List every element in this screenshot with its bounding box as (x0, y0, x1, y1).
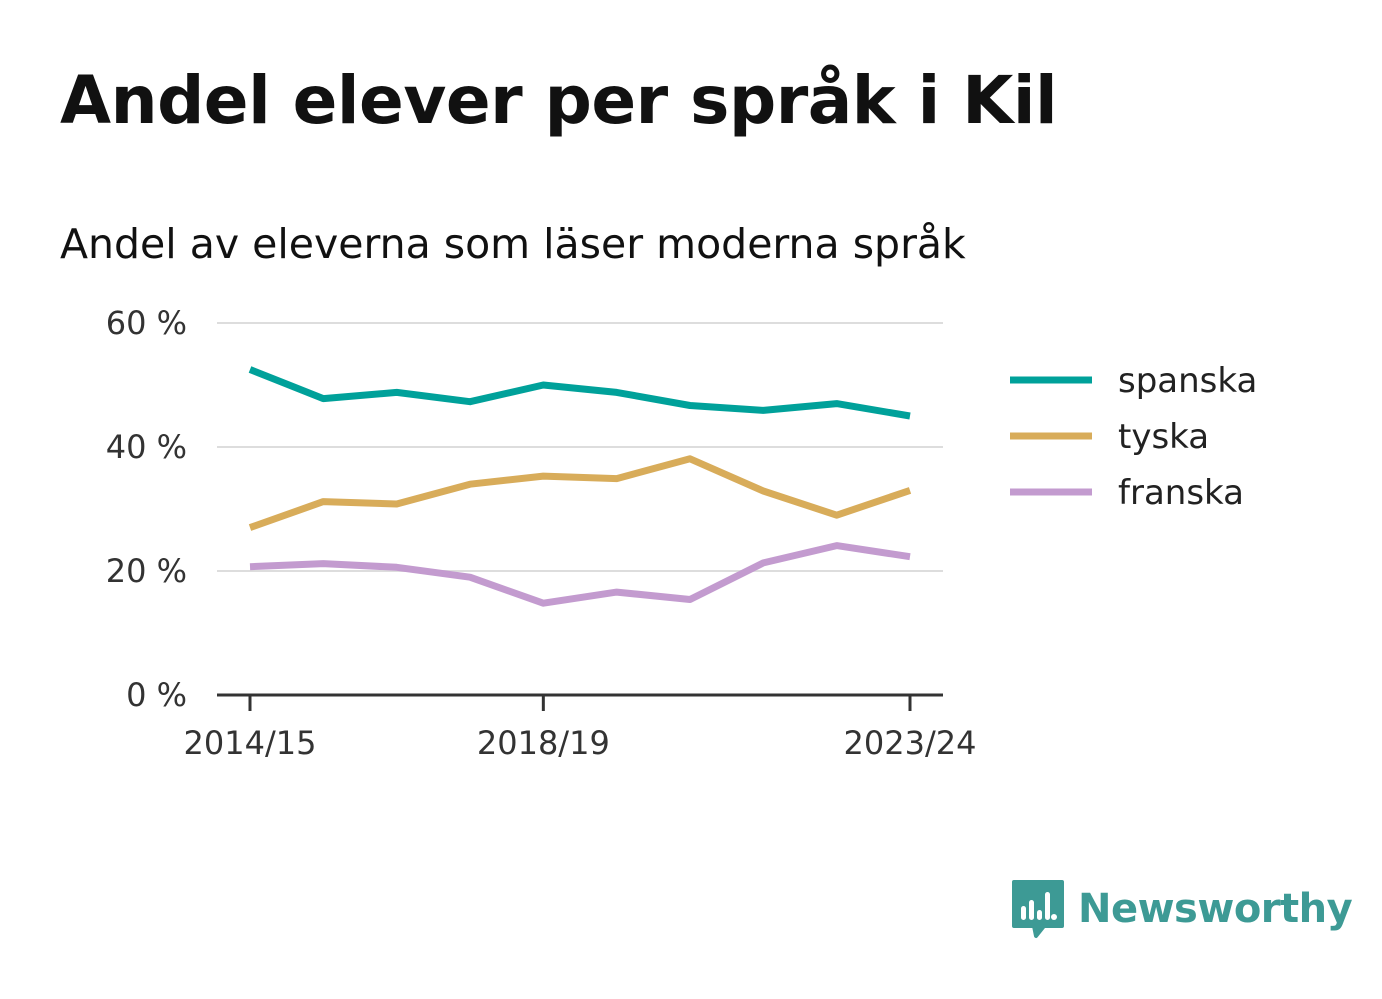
x-tick-label: 2014/15 (184, 724, 317, 762)
x-tick-label: 2018/19 (477, 724, 610, 762)
legend: spanska tyska franska (1010, 361, 1257, 513)
brand: Newsworthy (1010, 878, 1353, 940)
brand-name: Newsworthy (1078, 886, 1353, 932)
series-line-franska (249, 542, 911, 607)
grid-lines (217, 322, 943, 572)
y-tick-label: 40 % (106, 428, 187, 466)
series-line-tyska (248, 455, 912, 531)
y-tick-label: 60 % (106, 304, 187, 342)
y-tick-label: 0 % (126, 676, 187, 714)
y-tick-label: 20 % (106, 552, 187, 590)
legend-label-tyska: tyska (1118, 417, 1209, 457)
page-title: Andel elever per språk i Kil (60, 62, 1058, 139)
x-tick-label: 2023/24 (844, 724, 977, 762)
series-lines (248, 366, 912, 607)
series-line-spanska (248, 366, 911, 420)
legend-label-spanska: spanska (1118, 361, 1257, 401)
page-subtitle: Andel av eleverna som läser moderna språ… (60, 220, 966, 268)
newsworthy-logo-icon (1012, 880, 1064, 938)
y-axis: 0 % 20 % 40 % 60 % (106, 304, 187, 714)
legend-label-franska: franska (1118, 473, 1244, 513)
x-axis: 2014/15 2018/19 2023/24 (184, 693, 977, 762)
